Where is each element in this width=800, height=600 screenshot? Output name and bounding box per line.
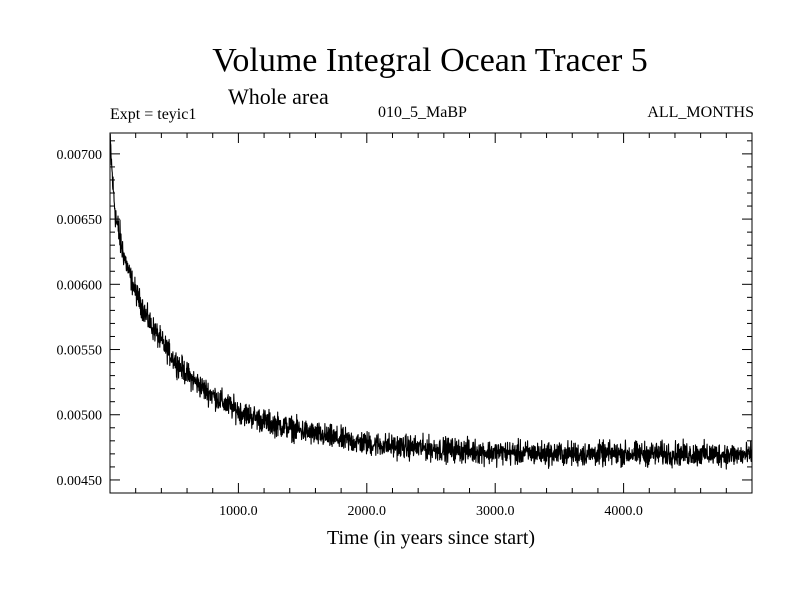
y-tick-label: 0.00550 bbox=[57, 344, 103, 359]
x-tick-label: 1000.0 bbox=[219, 504, 258, 519]
y-tick-label: 0.00600 bbox=[57, 278, 103, 293]
x-axis-label: Time (in years since start) bbox=[327, 527, 535, 549]
period-label: 010_5_MaBP bbox=[378, 104, 467, 121]
axis-ticks bbox=[110, 133, 752, 493]
y-tick-label: 0.00700 bbox=[57, 148, 103, 163]
axis-tick-labels: 1000.0 2000.0 3000.0 4000.0 0.00450 0.00500 0.… bbox=[57, 148, 643, 519]
plot-frame bbox=[109, 132, 753, 494]
series-line bbox=[109, 133, 753, 470]
x-tick-label: 2000.0 bbox=[348, 504, 387, 519]
x-tick-label: 4000.0 bbox=[604, 504, 643, 519]
x-tick-label: 3000.0 bbox=[476, 504, 515, 519]
chart-title: Volume Integral Ocean Tracer 5 bbox=[212, 42, 648, 79]
chart-subtitle: Whole area bbox=[228, 84, 329, 109]
months-label: ALL_MONTHS bbox=[647, 104, 754, 121]
experiment-label: Expt = teyic1 bbox=[110, 106, 197, 123]
y-tick-label: 0.00500 bbox=[57, 409, 103, 424]
y-tick-label: 0.00650 bbox=[57, 213, 103, 228]
y-tick-label: 0.00450 bbox=[57, 474, 103, 489]
